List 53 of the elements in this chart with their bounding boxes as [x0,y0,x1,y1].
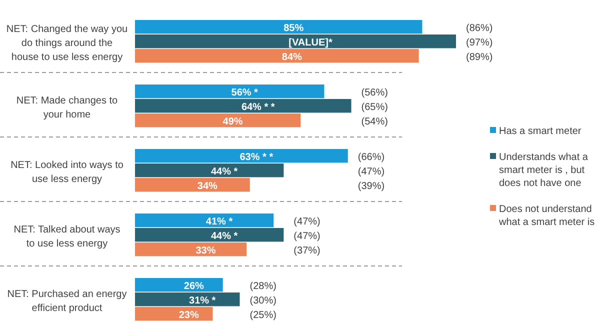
data-label: 49% [222,116,243,128]
data-label: 63% * * [240,152,274,163]
bar [135,49,419,63]
bar [135,149,348,163]
data-label: 34% [197,180,218,192]
bar [135,99,352,113]
text: (89%) [466,52,493,63]
annotation: (47%) [294,230,320,242]
data-label: 31% * [189,295,216,306]
data-label: 33% [196,245,216,256]
y-tick-label: NET: Purchased an energy efficient product [7,288,127,314]
annotation: (39%) [358,180,385,192]
data-label: 56% * [231,87,258,98]
bar [135,242,247,256]
annotation: (47%) [294,216,320,228]
data-label: 85% [284,22,304,34]
y-tick-label: NET: Looked into ways to use less energy [10,160,124,185]
bar [135,278,223,292]
bar [135,307,213,321]
annotation: (65%) [361,102,388,113]
bar [135,34,456,48]
bar [135,20,422,34]
bar [135,114,301,128]
annotation: (37%) [294,245,320,256]
data-label: 44% * [210,230,238,242]
y-tick-label: NET: Made changes to your home [16,95,118,120]
annotation: (66%) [358,152,385,163]
data-label: 44% * [210,166,238,178]
annotation: (28%) [250,280,276,292]
y-tick-label: NET: Changed the way you do things around the house to use less energy [6,24,128,63]
annotation: (47%) [358,166,385,178]
bar [135,178,250,192]
text: (86%) [466,22,493,34]
data-label: 64% * * [241,102,275,113]
text: (97%) [466,37,493,48]
bar [135,214,274,228]
annotation: (25%) [250,310,276,321]
data-label: 23% [178,310,199,321]
legend-label: Understands what a smart meter is , but does not have one [499,152,588,189]
bar [135,228,284,242]
y-tick-label: NET: Talked about ways to use less energy [14,224,120,250]
data-label: [VALUE]* [288,37,332,48]
legend-label: Does not understand what a smart meter is [498,204,595,228]
bar [135,164,284,178]
data-label: 26% [184,280,204,292]
bar [135,292,240,306]
annotation: (56%) [361,87,388,98]
data-label: 84% [282,52,302,63]
legend-label: Has a smart meter [499,126,582,137]
annotation: (54%) [361,116,388,128]
data-label: 41% * [206,216,233,228]
bar [135,84,324,98]
annotation: (30%) [250,295,276,306]
